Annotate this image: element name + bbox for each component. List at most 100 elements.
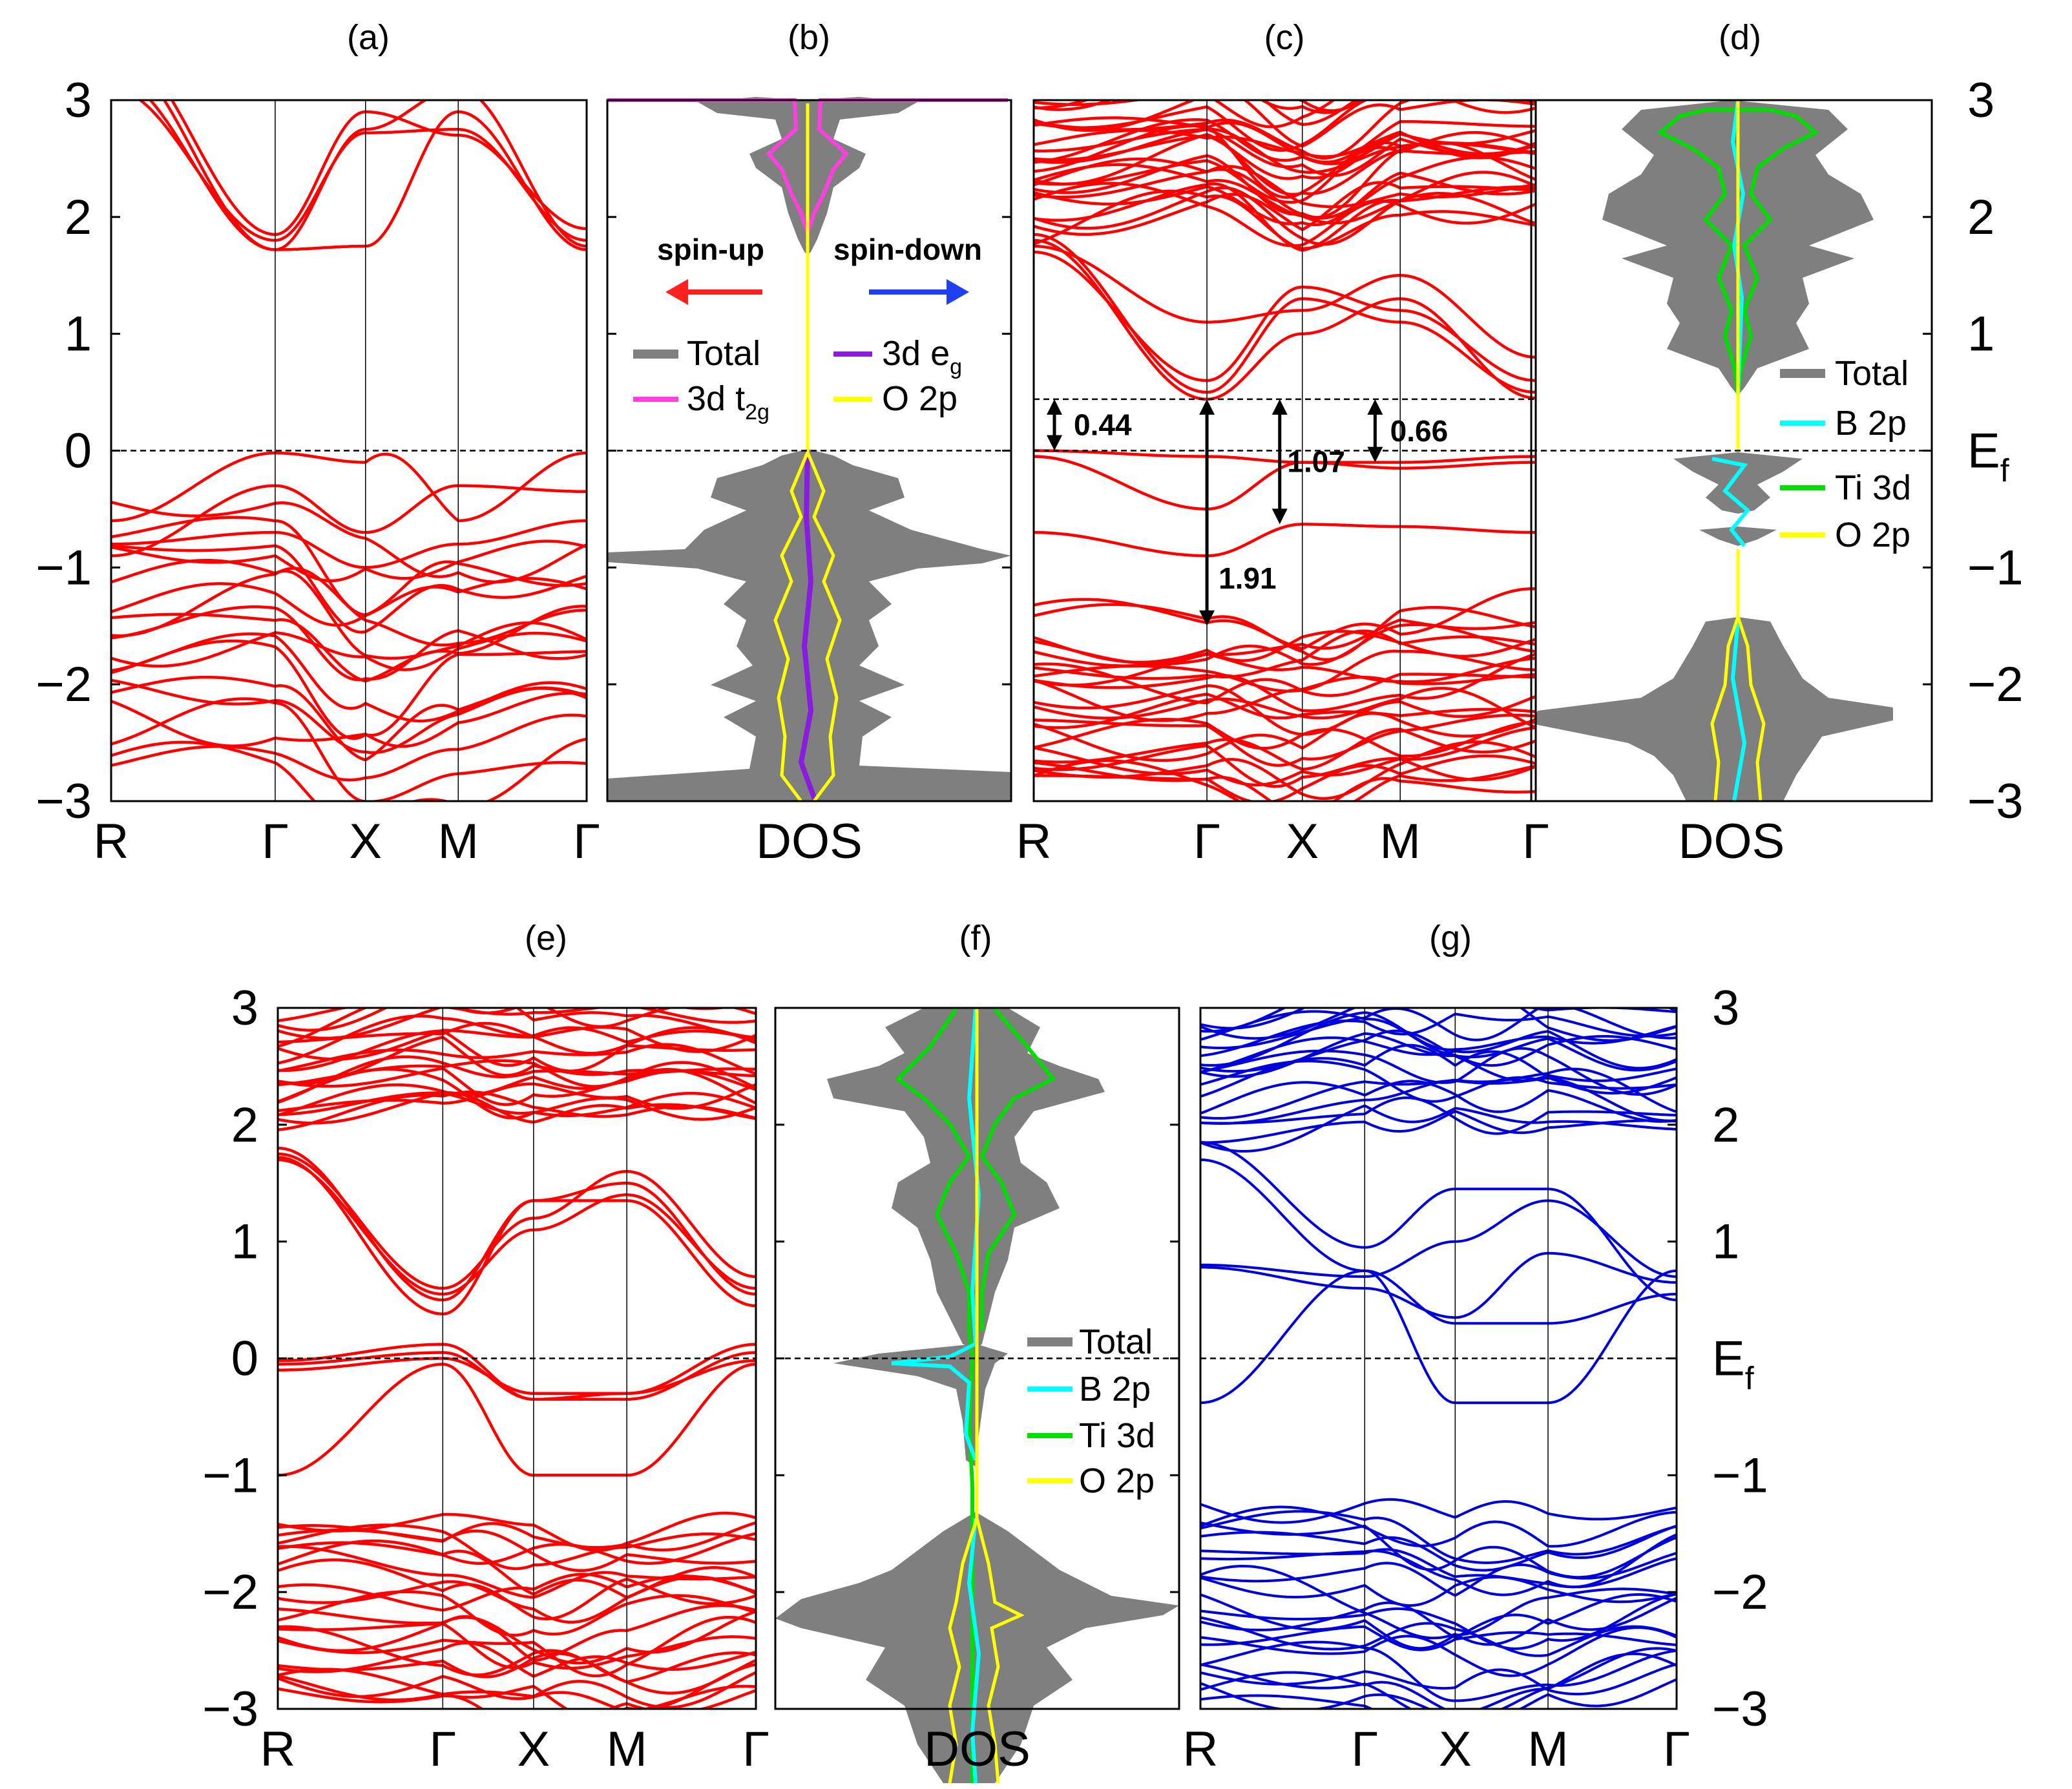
panel-g-title: (g) bbox=[1429, 919, 1472, 957]
panel-d-o2p-line bbox=[1710, 100, 1766, 802]
panel-g-kpoint-label: M bbox=[1527, 1722, 1568, 1777]
panel-f-total-dos bbox=[827, 1008, 1105, 1350]
gap-label-1.91: 1.91 bbox=[1219, 561, 1277, 595]
panel-d-ytick-label: −1 bbox=[1967, 540, 2024, 595]
panel-b-title: (b) bbox=[788, 18, 830, 57]
gap-arrowhead-bottom bbox=[1271, 508, 1288, 525]
gap-arrowhead-bottom bbox=[1199, 610, 1215, 626]
legend-o2p-label: O 2p bbox=[882, 379, 958, 418]
panel-a-ytick-label: 3 bbox=[65, 73, 92, 128]
panel-d-ytick-label: 1 bbox=[1967, 307, 1994, 362]
panel-a-kpoint-label: R bbox=[94, 814, 129, 869]
f-legend-o2p-label: O 2p bbox=[1079, 1461, 1155, 1500]
legend-eg-label: 3d eg bbox=[882, 334, 962, 379]
gap-arrowhead-top bbox=[1367, 399, 1383, 415]
gap-arrowhead-top bbox=[1199, 399, 1215, 415]
panel-e-ytick-label: −2 bbox=[202, 1565, 258, 1620]
gap-annotations: 0.44 1.91 1.07 0.66 bbox=[1047, 399, 1448, 626]
f-legend-b2p-label: B 2p bbox=[1079, 1370, 1151, 1408]
panel-e-kpoint-label: Γ bbox=[742, 1722, 769, 1777]
panel-d-xlabel: DOS bbox=[1679, 814, 1785, 869]
f-legend-ti3d-label: Ti 3d bbox=[1079, 1416, 1155, 1455]
panel-e-ytick-label: 2 bbox=[231, 1098, 258, 1153]
panel-e-title: (e) bbox=[525, 919, 567, 957]
panel-c-kpoint-label: M bbox=[1380, 814, 1421, 869]
panel-g-band bbox=[1200, 1008, 1677, 1042]
gap-label-1.07: 1.07 bbox=[1287, 445, 1345, 479]
panel-d-dos bbox=[1531, 99, 1893, 802]
panel-b-dos bbox=[607, 97, 1011, 802]
spin-up-label: spin-up bbox=[657, 233, 764, 266]
panel-d-ytick-label: −3 bbox=[1967, 774, 2024, 829]
panel-d-title: (d) bbox=[1719, 18, 1761, 57]
spin-down-arrowhead bbox=[947, 279, 969, 305]
panel-f-o2p-line bbox=[948, 1009, 1025, 1784]
panel-e-ytick-label: −3 bbox=[202, 1682, 258, 1737]
panel-e-kpoint-label: M bbox=[607, 1722, 647, 1777]
gap-arrowhead-top bbox=[1047, 399, 1062, 415]
panel-g-band bbox=[1200, 1647, 1677, 1709]
panel-e-ytick-label: 1 bbox=[231, 1215, 258, 1270]
panel-f-legend: Total B 2p Ti 3d O 2p bbox=[1027, 1323, 1155, 1500]
gap-label-0.66: 0.66 bbox=[1390, 414, 1449, 448]
gap-label-0.44: 0.44 bbox=[1074, 408, 1132, 442]
panel-b-o2p-line bbox=[773, 103, 842, 802]
spin-up-arrowhead bbox=[665, 279, 688, 305]
panel-d-valence-dos bbox=[1673, 452, 1803, 546]
legend-t2g-label: 3d t2g bbox=[687, 379, 769, 424]
panel-c-title: (c) bbox=[1264, 18, 1305, 57]
panel-d-deep-dos bbox=[1531, 617, 1893, 801]
panel-g-band bbox=[1200, 1652, 1677, 1709]
d-legend-total-label: Total bbox=[1835, 354, 1909, 393]
panel-b-total-dos-lower bbox=[607, 449, 1011, 801]
panel-c-band bbox=[1034, 759, 1536, 801]
panel-f-dos bbox=[775, 1008, 1179, 1784]
panel-g-ytick-label: 1 bbox=[1712, 1215, 1739, 1270]
gap-arrowhead-bottom bbox=[1367, 446, 1383, 463]
gap-arrowhead-top bbox=[1271, 399, 1288, 415]
panel-c-kpoint-label: Γ bbox=[1522, 814, 1549, 869]
panel-a-band bbox=[111, 697, 587, 801]
gap-arrowhead-bottom bbox=[1047, 435, 1062, 451]
d-legend-o2p-label: O 2p bbox=[1835, 516, 1910, 554]
panel-b-eg-line bbox=[798, 452, 818, 802]
panel-e-kpoint-label: R bbox=[260, 1722, 296, 1777]
d-legend-ti3d-label: Ti 3d bbox=[1835, 468, 1911, 507]
panel-g-kpoint-label: Γ bbox=[1663, 1722, 1690, 1777]
panel-e-kpoint-label: Γ bbox=[429, 1722, 456, 1777]
panel-d-ytick-label: −2 bbox=[1967, 657, 2024, 712]
panel-a-ytick-label: −2 bbox=[36, 657, 92, 712]
panel-d-ti3d-line bbox=[1657, 108, 1819, 395]
panel-b-xlabel: DOS bbox=[756, 814, 863, 869]
panel-g-ytick-label: −1 bbox=[1712, 1448, 1768, 1503]
d-legend-b2p-label: B 2p bbox=[1835, 404, 1907, 443]
panel-a-kpoint-label: Γ bbox=[573, 814, 600, 869]
panel-f-valence-dos bbox=[833, 1344, 1008, 1467]
panel-c-kpoint-label: R bbox=[1016, 814, 1052, 869]
panel-d-legend: Total B 2p Ti 3d O 2p bbox=[1780, 354, 1911, 554]
panel-g-ytick-label: 3 bbox=[1712, 981, 1739, 1036]
panel-d-ytick-label: 3 bbox=[1967, 73, 1994, 128]
panel-a-ytick-label: 0 bbox=[65, 424, 92, 479]
panel-d-ytick-label: 2 bbox=[1967, 190, 1994, 245]
panel-c-kpoint-label: X bbox=[1286, 814, 1319, 869]
legend-total-label: Total bbox=[687, 334, 760, 373]
panel-b-legend: spin-up spin-down Total 3d t2g 3d eg O 2… bbox=[633, 233, 982, 424]
panel-a-kpoint-label: X bbox=[349, 814, 382, 869]
panel-g-ytick-label: −3 bbox=[1712, 1682, 1768, 1737]
spin-down-label: spin-down bbox=[833, 233, 982, 266]
panel-a-ytick-label: −3 bbox=[36, 774, 92, 829]
panel-a-ytick-label: 1 bbox=[65, 307, 92, 362]
panel-g-band bbox=[1200, 1678, 1677, 1709]
panel-e-ytick-label: 0 bbox=[231, 1332, 258, 1386]
panel-e-kpoint-label: X bbox=[518, 1722, 550, 1777]
panel-g-kpoint-label: Γ bbox=[1351, 1722, 1378, 1777]
panel-e-ytick-label: −1 bbox=[202, 1448, 258, 1503]
panel-c-kpoint-label: Γ bbox=[1193, 814, 1220, 869]
panel-e-ytick-label: 3 bbox=[231, 981, 258, 1036]
panel-f-xlabel: DOS bbox=[924, 1722, 1031, 1777]
panel-e-band bbox=[278, 1687, 756, 1709]
panel-f-title: (f) bbox=[959, 919, 992, 957]
